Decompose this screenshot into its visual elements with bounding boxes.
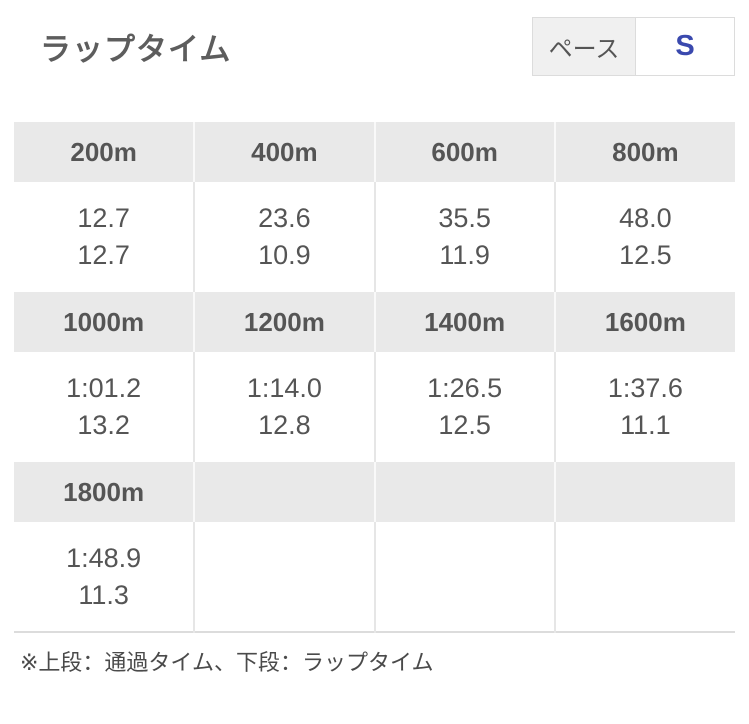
lap-time: 11.3: [78, 579, 129, 610]
lap-time-table: 200m 400m 600m 800m 12.7 12.7 23.6 10.9 …: [14, 122, 735, 633]
passing-time: 1:37.6: [607, 373, 683, 403]
lap-cell-1200m: 1:14.0 12.8: [193, 352, 375, 462]
distance-header-empty: [373, 462, 555, 522]
lap-cell-600m: 35.5 11.9: [373, 182, 555, 292]
passing-time: 12.7: [77, 203, 130, 233]
distance-header-200m: 200m: [14, 122, 195, 182]
pace-indicator: ペース S: [532, 17, 735, 76]
pace-label: ペース: [533, 18, 635, 75]
pace-value: S: [635, 18, 734, 75]
distance-header-empty: [553, 462, 735, 522]
distance-header-row: 1800m: [14, 462, 735, 522]
passing-time: 1:48.9: [66, 542, 142, 573]
passing-time: 23.6: [258, 203, 311, 233]
lap-time: 12.5: [619, 240, 672, 270]
lap-cell-empty: [373, 522, 555, 632]
distance-header-1800m: 1800m: [14, 462, 195, 522]
lap-time: 12.8: [258, 410, 311, 440]
lap-cell-1600m: 1:37.6 11.1: [553, 352, 735, 462]
lap-time: 10.9: [258, 240, 311, 270]
footnote: ※上段：通過タイム、下段：ラップタイム: [20, 650, 434, 675]
distance-header-400m: 400m: [193, 122, 375, 182]
lap-time: 11.1: [620, 410, 671, 440]
distance-header-600m: 600m: [373, 122, 555, 182]
lap-time: 11.9: [439, 240, 490, 270]
distance-header-1200m: 1200m: [193, 292, 375, 352]
passing-time: 35.5: [438, 203, 491, 233]
lap-cell-400m: 23.6 10.9: [193, 182, 375, 292]
distance-header-row: 200m 400m 600m 800m: [14, 122, 735, 182]
passing-time: 48.0: [619, 203, 672, 233]
time-row: 12.7 12.7 23.6 10.9 35.5 11.9 48.0 12.5: [14, 182, 735, 292]
lap-cell-empty: [193, 522, 375, 632]
page-title: ラップタイム: [40, 32, 232, 67]
distance-header-1400m: 1400m: [373, 292, 555, 352]
passing-time: 1:01.2: [66, 373, 142, 403]
lap-cell-800m: 48.0 12.5: [553, 182, 735, 292]
lap-cell-empty: [553, 522, 735, 632]
distance-header-row: 1000m 1200m 1400m 1600m: [14, 292, 735, 352]
lap-time: 12.5: [438, 410, 491, 440]
lap-cell-200m: 12.7 12.7: [14, 182, 195, 292]
lap-time: 12.7: [77, 240, 130, 270]
lap-cell-1400m: 1:26.5 12.5: [373, 352, 555, 462]
time-row: 1:48.9 11.3: [14, 522, 735, 632]
time-row: 1:01.2 13.2 1:14.0 12.8 1:26.5 12.5 1:37…: [14, 352, 735, 462]
passing-time: 1:14.0: [246, 373, 322, 403]
lap-cell-1000m: 1:01.2 13.2: [14, 352, 195, 462]
distance-header-800m: 800m: [553, 122, 735, 182]
lap-time: 13.2: [77, 410, 130, 440]
lap-cell-1800m: 1:48.9 11.3: [14, 522, 195, 632]
distance-header-empty: [193, 462, 375, 522]
distance-header-1000m: 1000m: [14, 292, 195, 352]
distance-header-1600m: 1600m: [553, 292, 735, 352]
passing-time: 1:26.5: [427, 373, 503, 403]
